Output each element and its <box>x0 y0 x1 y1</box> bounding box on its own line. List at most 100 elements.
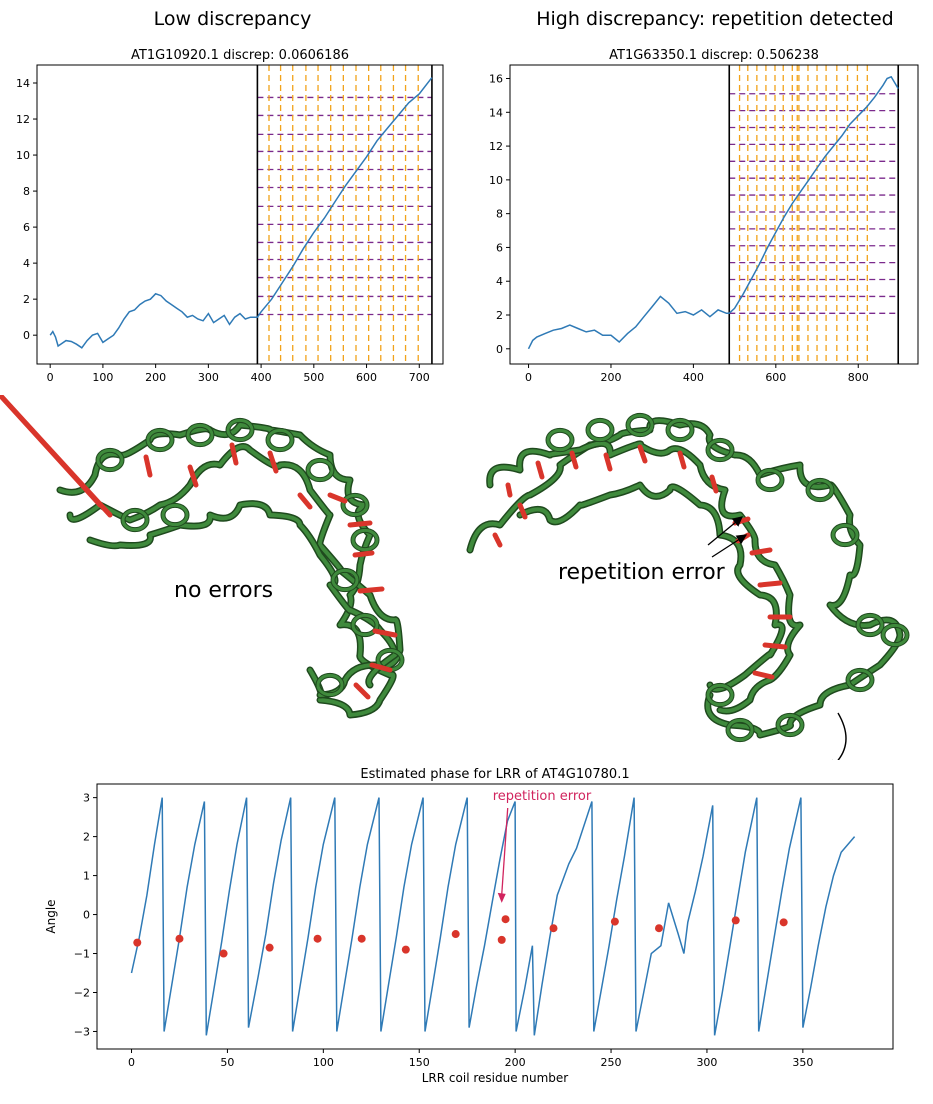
series-line-0 <box>130 797 856 1036</box>
helix-coil <box>226 418 254 442</box>
x-tick-label: 200 <box>600 371 621 384</box>
phase-marker-6 <box>401 945 410 954</box>
phase-marker-12 <box>654 924 663 933</box>
annotation-arrow-shaft <box>501 807 509 895</box>
chart-title: AT1G63350.1 discrep: 0.506238 <box>609 48 819 63</box>
x-tick-label: 600 <box>765 371 786 384</box>
y-tick-label: 1 <box>83 870 90 883</box>
helix-coil <box>341 493 369 517</box>
helix-coil <box>846 668 874 692</box>
x-tick-label: 100 <box>313 1056 334 1069</box>
phase-marker-5 <box>357 934 366 943</box>
y-tick-label: 4 <box>496 275 503 288</box>
y-tick-label: 14 <box>489 106 503 119</box>
x-tick-label: 400 <box>683 371 704 384</box>
protein-structures <box>0 395 910 760</box>
beta-strand-highlight <box>327 492 348 504</box>
helix-coil <box>121 508 149 532</box>
beta-strand-highlight <box>757 580 783 588</box>
helix-coil <box>266 428 294 452</box>
y-tick-label: 10 <box>489 174 503 187</box>
helix-coil <box>146 428 174 452</box>
helix-coil <box>706 683 734 707</box>
phase-marker-4 <box>313 934 322 943</box>
beta-strand-highlight <box>492 532 503 548</box>
phase-marker-2 <box>219 949 228 958</box>
beta-strand-highlight <box>297 492 313 510</box>
phase-marker-1 <box>175 934 184 943</box>
y-tick-label: 6 <box>23 221 30 234</box>
plot-frame <box>509 64 919 365</box>
y-tick-label: 14 <box>16 77 30 90</box>
x-tick-label: 250 <box>601 1056 622 1069</box>
helix-coil <box>351 613 379 637</box>
beta-strand-highlight <box>735 532 751 544</box>
series-line-0 <box>527 75 899 350</box>
phase-marker-8 <box>497 935 506 944</box>
helix-coil <box>881 623 909 647</box>
beta-strand-highlight <box>357 586 385 594</box>
y-tick-label: 0 <box>23 329 30 342</box>
y-tick-label: 0 <box>496 343 503 356</box>
helix-coil <box>586 418 614 442</box>
y-tick-label: −2 <box>74 986 90 999</box>
helix-coil <box>806 478 834 502</box>
helix-coil <box>331 568 359 592</box>
annotation-label: repetition error <box>493 789 592 804</box>
y-tick-label: 2 <box>23 293 30 306</box>
helix-coil <box>706 438 734 462</box>
x-tick-label: 350 <box>792 1056 813 1069</box>
beta-strand-highlight <box>229 442 239 466</box>
y-tick-label: 8 <box>23 185 30 198</box>
y-tick-label: 4 <box>23 257 30 270</box>
phase-marker-14 <box>779 918 788 927</box>
beta-strand-highlight <box>569 450 579 470</box>
helix-coil <box>626 413 654 437</box>
beta-strand-highlight <box>535 460 545 480</box>
x-tick-label: 0 <box>47 371 54 384</box>
y-tick-label: −3 <box>74 1025 90 1038</box>
protein-right-ribbon <box>466 412 910 743</box>
phase-marker-11 <box>610 917 619 926</box>
no-errors-label: no errors <box>174 578 274 603</box>
ribbon-backbone <box>487 441 802 714</box>
annotation-arrow-head <box>497 892 506 903</box>
y-axis-label: Angle <box>44 899 58 933</box>
beta-strand-highlight <box>517 502 528 520</box>
x-tick-label: 800 <box>848 371 869 384</box>
beta-strand-highlight <box>752 670 775 680</box>
beta-strand-highlight <box>353 682 371 700</box>
phase-marker-3 <box>265 943 274 952</box>
y-tick-label: 16 <box>489 73 503 86</box>
x-tick-label: 50 <box>220 1056 234 1069</box>
curved-arrow <box>826 712 847 760</box>
beta-strand-highlight <box>267 450 279 474</box>
repetition-error-label: repetition error <box>558 560 725 585</box>
chart-title: AT1G10920.1 discrep: 0.0606186 <box>131 48 349 63</box>
helix-coil <box>306 458 334 482</box>
chart-right: AT1G63350.1 discrep: 0.506238 0 200 400 600 8… <box>489 48 919 384</box>
helix-coil <box>316 673 344 697</box>
helix-coil <box>161 503 189 527</box>
left-heading: Low discrepancy <box>153 8 312 30</box>
phase-marker-10 <box>549 924 558 933</box>
plot-frame <box>36 64 444 365</box>
y-tick-label: 12 <box>16 113 30 126</box>
phase-marker-7 <box>451 930 460 939</box>
beta-strand-highlight <box>372 628 398 638</box>
helix-coil <box>856 613 884 637</box>
beta-strand-highlight <box>749 547 773 556</box>
y-tick-label: 10 <box>16 149 30 162</box>
beta-strand-highlight <box>709 474 719 494</box>
phase-marker-13 <box>731 916 740 925</box>
x-tick-label: 400 <box>251 371 272 384</box>
beta-strand-highlight <box>505 482 513 498</box>
beta-strand-highlight <box>637 444 648 464</box>
y-tick-label: 8 <box>496 208 503 221</box>
beta-strand-highlight <box>0 395 113 518</box>
x-tick-label: 300 <box>198 371 219 384</box>
y-tick-label: −1 <box>74 948 90 961</box>
ribbon-backbone <box>518 483 785 692</box>
y-tick-label: 6 <box>496 241 503 254</box>
